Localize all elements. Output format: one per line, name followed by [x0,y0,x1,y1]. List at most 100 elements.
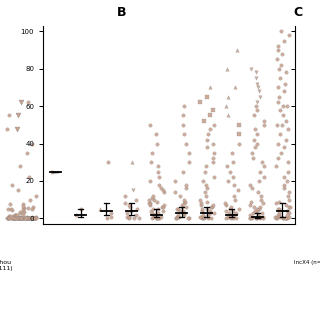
Point [26,216,31,221]
Point [7,113,12,118]
Point [229,204,234,210]
Point [25,216,30,221]
Point [281,38,286,43]
Point [207,113,212,118]
Point [274,214,279,219]
Point [248,203,253,208]
Point [186,216,191,221]
Point [5,126,10,131]
Point [124,214,129,219]
Point [201,178,206,183]
Point [180,210,185,215]
Point [208,216,213,221]
Point [149,150,155,156]
Point [200,208,205,213]
Point [228,214,233,219]
Point [236,132,241,137]
Point [248,199,253,204]
Point [184,182,189,187]
Point [230,150,235,156]
Point [29,215,34,220]
Point [6,214,12,219]
Point [224,208,229,213]
Point [184,204,189,210]
Point [149,216,155,221]
Point [261,216,266,221]
Point [205,94,210,99]
Point [156,169,161,174]
Point [209,204,214,210]
Point [205,216,210,221]
Point [19,100,24,105]
Point [230,175,235,180]
Point [24,216,29,221]
Point [151,212,156,217]
Point [6,216,11,221]
Point [253,216,259,221]
Point [177,193,182,198]
Point [159,186,164,191]
Point [252,145,257,150]
Point [30,141,35,146]
Point [255,81,260,86]
Point [20,216,26,221]
Point [25,216,30,221]
Point [203,169,208,174]
Point [262,175,267,180]
Point [25,205,30,211]
Point [249,66,254,71]
Point [207,208,212,213]
Point [8,213,13,219]
Point [276,66,282,71]
Point [25,216,30,221]
Point [155,214,160,219]
Point [278,29,283,34]
Point [232,85,237,90]
Point [25,216,30,221]
Point [250,214,255,219]
Point [261,118,267,124]
Point [272,214,277,219]
Point [17,210,22,215]
Point [286,190,292,195]
Point [204,145,210,150]
Point [158,214,163,219]
Point [127,204,132,210]
Point [156,164,161,169]
Point [25,216,30,221]
Point [123,201,128,206]
Point [211,156,216,161]
Point [260,160,265,165]
Text: Quzhou
(n=111): Quzhou (n=111) [0,260,13,270]
Point [19,216,24,221]
Point [13,212,18,218]
Point [10,216,15,221]
Point [78,206,83,212]
Point [256,206,261,212]
Point [15,213,20,218]
Point [277,76,283,81]
Point [223,216,228,221]
Point [231,182,236,187]
Point [254,76,259,81]
Point [202,216,207,221]
Point [228,212,233,217]
Point [32,215,37,220]
Point [259,210,264,215]
Point [29,216,35,221]
Point [156,182,161,187]
Point [282,186,287,191]
Point [286,210,291,215]
Point [154,132,159,137]
Point [222,201,228,206]
Point [198,201,203,206]
Point [20,216,25,221]
Point [200,212,205,217]
Point [225,66,230,71]
Point [277,214,283,219]
Point [200,216,205,221]
Point [204,186,209,191]
Point [284,208,290,213]
Point [248,182,253,187]
Point [150,193,156,198]
